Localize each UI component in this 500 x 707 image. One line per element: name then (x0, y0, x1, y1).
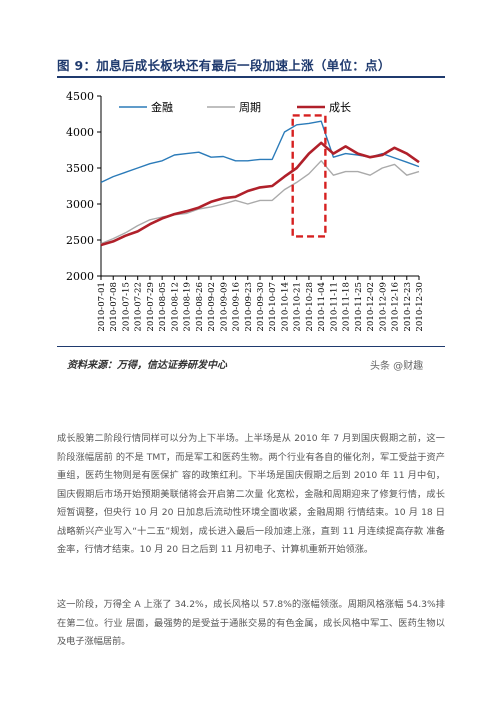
figure-title: 图 9：加息后成长板块还有最后一段加速上涨（单位：点） (57, 58, 391, 73)
x-tick-label: 2010-12-16 (391, 282, 401, 332)
x-tick-label: 2010-08-12 (170, 282, 180, 332)
paragraph-2: 这一阶段，万得全 A 上涨了 34.2%，成长风格以 57.8%的涨幅领涨。周期… (57, 599, 445, 647)
title-rule (57, 76, 445, 78)
x-tick-label: 2010-10-21 (293, 282, 303, 332)
highlight-rect (291, 114, 327, 238)
x-tick-label: 2010-09-23 (244, 282, 254, 332)
y-tick-label: 4000 (66, 126, 94, 139)
chart-legend: 金融 周期 成长 (119, 100, 351, 114)
x-tick-label: 2010-09-16 (232, 282, 242, 332)
watermark-text: 头条 @财趣 (370, 361, 424, 372)
series-line-cycle (100, 160, 420, 245)
x-tick-label: 2010-08-26 (195, 282, 205, 332)
x-tick-label: 2010-09-30 (256, 282, 266, 332)
series-line-finance (100, 120, 420, 184)
x-tick-label: 2010-08-19 (183, 282, 193, 332)
y-tick-label: 2000 (66, 270, 94, 283)
x-tick-label: 2010-11-04 (317, 281, 327, 331)
x-tick-label: 2010-07-22 (134, 282, 144, 332)
x-tick-label: 2010-11-18 (342, 282, 352, 332)
legend-label-cycle: 周期 (239, 101, 261, 114)
paragraph-1: 成长股第二阶段行情同样可以分为上下半场。上半场是从 2010 年 7 月到国庆假… (57, 433, 445, 555)
x-tick-label: 2010-07-08 (109, 282, 119, 332)
x-tick-label: 2010-08-05 (158, 282, 168, 332)
x-tick-label: 2010-07-29 (146, 282, 156, 332)
x-tick-label: 2010-10-28 (305, 282, 315, 332)
legend-label-finance: 金融 (151, 100, 173, 114)
series-line-growth (100, 141, 420, 247)
chart-series (100, 120, 420, 247)
figure-source: 资料来源：万得，信达证券研发中心 (67, 360, 227, 371)
x-tick-label: 2010-10-14 (280, 281, 290, 331)
x-tick-label: 2010-07-15 (121, 282, 131, 332)
y-tick-label: 3500 (66, 162, 94, 175)
x-tick-label: 2010-10-07 (268, 282, 278, 332)
x-tick-label: 2010-07-01 (97, 282, 107, 332)
x-tick-label: 2010-12-09 (378, 282, 388, 332)
x-tick-label: 2010-12-30 (415, 282, 425, 332)
figure-bottom-rule (57, 346, 445, 347)
y-tick-label: 3000 (66, 198, 94, 211)
highlight-box (291, 114, 327, 238)
x-tick-label: 2010-11-11 (329, 282, 339, 332)
x-tick-label: 2010-12-02 (366, 282, 376, 332)
x-tick-label: 2010-12-23 (403, 282, 413, 332)
x-tick-label: 2010-09-02 (207, 282, 217, 332)
x-tick-label: 2010-11-25 (354, 282, 364, 332)
legend-label-growth: 成长 (329, 101, 351, 114)
y-tick-label: 4500 (66, 90, 94, 103)
y-tick-label: 2500 (66, 234, 94, 247)
x-tick-label: 2010-09-09 (219, 282, 229, 332)
